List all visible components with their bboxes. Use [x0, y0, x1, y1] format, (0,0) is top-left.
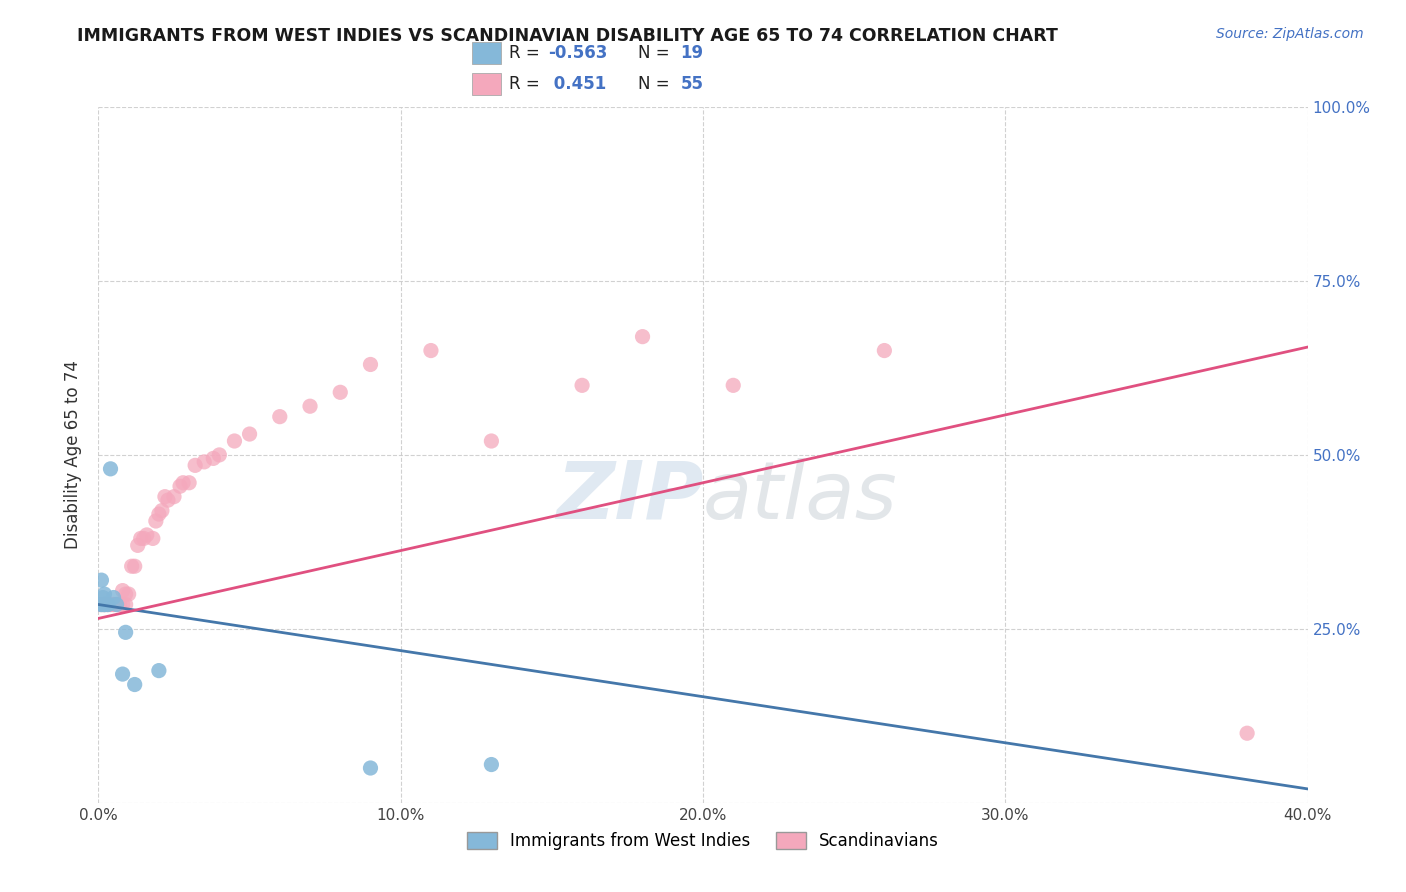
Point: [93, 598, 115, 612]
Point: [124, 559, 146, 574]
Point: [873, 343, 896, 358]
Point: [148, 507, 170, 521]
Point: [90, 573, 112, 587]
Point: [100, 598, 122, 612]
Point: [118, 587, 141, 601]
Point: [360, 761, 382, 775]
Point: [114, 625, 136, 640]
Text: 55: 55: [681, 75, 703, 93]
Point: [1236, 726, 1258, 740]
Point: [90, 598, 112, 612]
Point: [93, 587, 115, 601]
Point: [239, 427, 262, 442]
Point: [103, 598, 125, 612]
Point: [103, 591, 125, 605]
Text: R =: R =: [509, 44, 546, 62]
Text: R =: R =: [509, 75, 546, 93]
Point: [299, 399, 322, 413]
Point: [97, 598, 120, 612]
Point: [100, 598, 122, 612]
Point: [179, 475, 201, 490]
Text: IMMIGRANTS FROM WEST INDIES VS SCANDINAVIAN DISABILITY AGE 65 TO 74 CORRELATION : IMMIGRANTS FROM WEST INDIES VS SCANDINAV…: [77, 27, 1059, 45]
Point: [103, 598, 125, 612]
Point: [114, 598, 136, 612]
Text: Source: ZipAtlas.com: Source: ZipAtlas.com: [1216, 27, 1364, 41]
Point: [91, 598, 114, 612]
Point: [108, 598, 131, 612]
Point: [193, 455, 215, 469]
Point: [127, 538, 149, 552]
Text: 19: 19: [681, 44, 703, 62]
Point: [111, 598, 134, 612]
Text: N =: N =: [638, 44, 675, 62]
Text: N =: N =: [638, 75, 675, 93]
Point: [631, 329, 654, 343]
Point: [723, 378, 745, 392]
Point: [142, 532, 165, 546]
Point: [96, 598, 118, 612]
FancyBboxPatch shape: [472, 73, 501, 95]
Text: atlas: atlas: [703, 458, 898, 536]
Point: [96, 598, 118, 612]
Point: [111, 667, 134, 681]
Point: [224, 434, 246, 448]
Point: [91, 591, 114, 605]
Point: [420, 343, 443, 358]
Point: [172, 475, 194, 490]
Point: [163, 490, 186, 504]
Point: [150, 503, 173, 517]
Point: [105, 598, 128, 612]
Point: [132, 532, 155, 546]
Point: [481, 757, 503, 772]
Text: -0.563: -0.563: [548, 44, 607, 62]
Point: [571, 378, 593, 392]
Point: [89, 598, 111, 612]
Point: [169, 479, 191, 493]
Point: [93, 598, 115, 612]
Point: [129, 532, 152, 546]
Point: [121, 559, 143, 574]
Point: [135, 528, 157, 542]
Point: [202, 451, 225, 466]
Point: [269, 409, 291, 424]
Point: [90, 598, 112, 612]
Point: [156, 493, 179, 508]
Point: [148, 664, 170, 678]
Point: [100, 462, 122, 476]
Text: 0.451: 0.451: [548, 75, 606, 93]
Point: [105, 598, 128, 612]
Point: [93, 598, 115, 612]
Point: [96, 598, 118, 612]
Point: [93, 598, 115, 612]
Point: [94, 598, 117, 612]
Point: [108, 598, 131, 612]
Point: [105, 598, 128, 612]
Point: [145, 514, 167, 528]
Point: [360, 358, 382, 372]
Legend: Immigrants from West Indies, Scandinavians: Immigrants from West Indies, Scandinavia…: [460, 826, 946, 857]
Y-axis label: Disability Age 65 to 74: Disability Age 65 to 74: [65, 360, 83, 549]
Point: [481, 434, 503, 448]
FancyBboxPatch shape: [472, 43, 501, 64]
Point: [90, 598, 112, 612]
Point: [153, 490, 176, 504]
Point: [124, 677, 146, 691]
Point: [208, 448, 231, 462]
Point: [114, 587, 136, 601]
Point: [111, 583, 134, 598]
Point: [91, 598, 114, 612]
Text: ZIP: ZIP: [555, 458, 703, 536]
Point: [184, 458, 207, 473]
Point: [329, 385, 352, 400]
Point: [93, 598, 115, 612]
